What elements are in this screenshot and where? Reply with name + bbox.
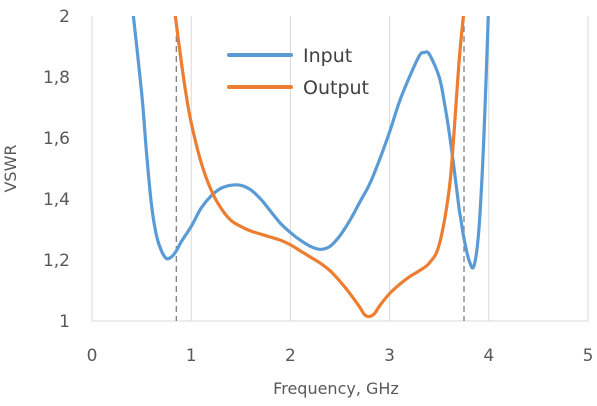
series-line-output	[173, 16, 465, 319]
y-tick-label: 1,8	[43, 68, 70, 88]
y-tick-label: 1	[59, 312, 70, 332]
x-tick-label: 5	[583, 346, 594, 366]
y-tick-label: 2	[59, 7, 70, 27]
series-line-input	[131, 16, 490, 270]
legend-label-output: Output	[303, 77, 369, 99]
x-tick-label: 4	[483, 346, 494, 366]
y-tick-label: 1,6	[43, 129, 70, 149]
tick-labels: 0 1 2 3 4 511,21,41,61,82	[43, 7, 593, 366]
y-tick-label: 1,4	[43, 190, 70, 210]
x-axis-title: Frequency, GHz	[273, 379, 399, 398]
legend: Input Output	[227, 45, 369, 99]
series-layer	[131, 16, 490, 319]
y-axis-title: VSWR	[1, 144, 20, 192]
y-tick-label: 1,2	[43, 251, 70, 271]
grid	[91, 16, 589, 322]
x-tick-label: 2	[285, 346, 296, 366]
x-tick-label: 0	[87, 346, 98, 366]
x-tick-label: 3	[384, 346, 395, 366]
legend-label-input: Input	[303, 45, 352, 67]
x-tick-label: 1	[186, 346, 197, 366]
reference-lines	[175, 16, 465, 321]
